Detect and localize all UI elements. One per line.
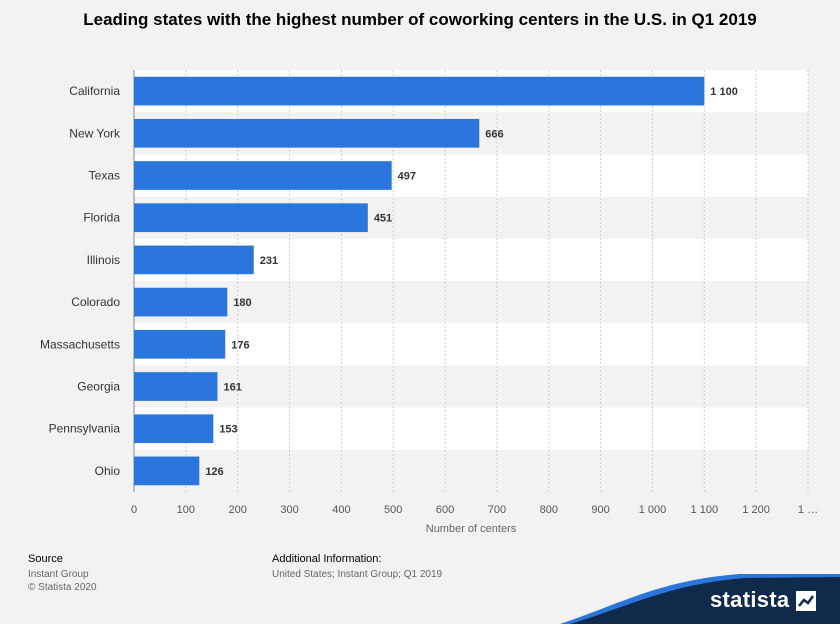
data-label: 161 <box>223 382 241 394</box>
chart-title: Leading states with the highest number o… <box>83 10 757 29</box>
data-label: 126 <box>205 466 223 478</box>
category-label: Texas <box>89 169 120 183</box>
x-tick-label: 1 200 <box>742 504 770 516</box>
x-tick-label: 800 <box>540 504 558 516</box>
category-label: Florida <box>83 211 120 225</box>
category-label: California <box>69 84 120 98</box>
x-tick-label: 300 <box>280 504 298 516</box>
source-line-2: © Statista 2020 <box>28 582 97 593</box>
additional-info-label: Additional Information: <box>272 553 382 565</box>
source-line-1: Instant Group <box>28 569 89 580</box>
x-tick-label: 200 <box>229 504 247 516</box>
source-label: Source <box>28 553 63 565</box>
category-label: Massachusetts <box>40 337 120 351</box>
data-label: 180 <box>233 297 251 309</box>
category-label: Colorado <box>71 295 120 309</box>
x-tick-label: 700 <box>488 504 506 516</box>
bar <box>134 118 480 148</box>
statista-logo[interactable]: statista <box>710 587 790 612</box>
bar <box>134 161 392 190</box>
x-tick-label: 1 … <box>798 504 818 516</box>
x-tick-label: 1 000 <box>639 504 667 516</box>
data-label: 176 <box>231 339 249 351</box>
data-label: 666 <box>485 128 503 140</box>
additional-info-text: United States; Instant Group; Q1 2019 <box>272 569 443 580</box>
bar <box>134 287 228 317</box>
x-tick-label: 400 <box>332 504 350 516</box>
bar <box>134 372 218 401</box>
statista-logo-icon <box>796 591 816 611</box>
category-label: New York <box>69 126 121 140</box>
x-axis-title: Number of centers <box>426 523 517 535</box>
row-stripe <box>134 407 808 450</box>
bar <box>134 203 368 233</box>
bar <box>134 414 214 444</box>
row-stripe <box>134 323 808 366</box>
data-label: 231 <box>260 255 278 267</box>
bar <box>134 329 226 359</box>
category-label: Ohio <box>95 464 121 478</box>
bar <box>134 456 200 486</box>
bar <box>134 76 705 106</box>
category-label: Pennsylvania <box>49 422 121 436</box>
category-label: Georgia <box>77 380 120 394</box>
brand-band-shape <box>570 577 840 624</box>
data-label: 497 <box>398 171 416 183</box>
x-tick-label: 1 100 <box>691 504 719 516</box>
bar <box>134 245 254 275</box>
data-label: 1 100 <box>710 86 738 98</box>
bar-chart: 1 100 California 666 New York 497 Texas 451 Flo… <box>40 70 818 535</box>
x-tick-label: 500 <box>384 504 402 516</box>
x-tick-label: 900 <box>591 504 609 516</box>
x-tick-label: 600 <box>436 504 454 516</box>
data-label: 153 <box>219 424 237 436</box>
x-tick-label: 0 <box>131 504 137 516</box>
category-label: Illinois <box>87 253 120 267</box>
x-tick-label: 100 <box>177 504 195 516</box>
data-label: 451 <box>374 213 392 225</box>
